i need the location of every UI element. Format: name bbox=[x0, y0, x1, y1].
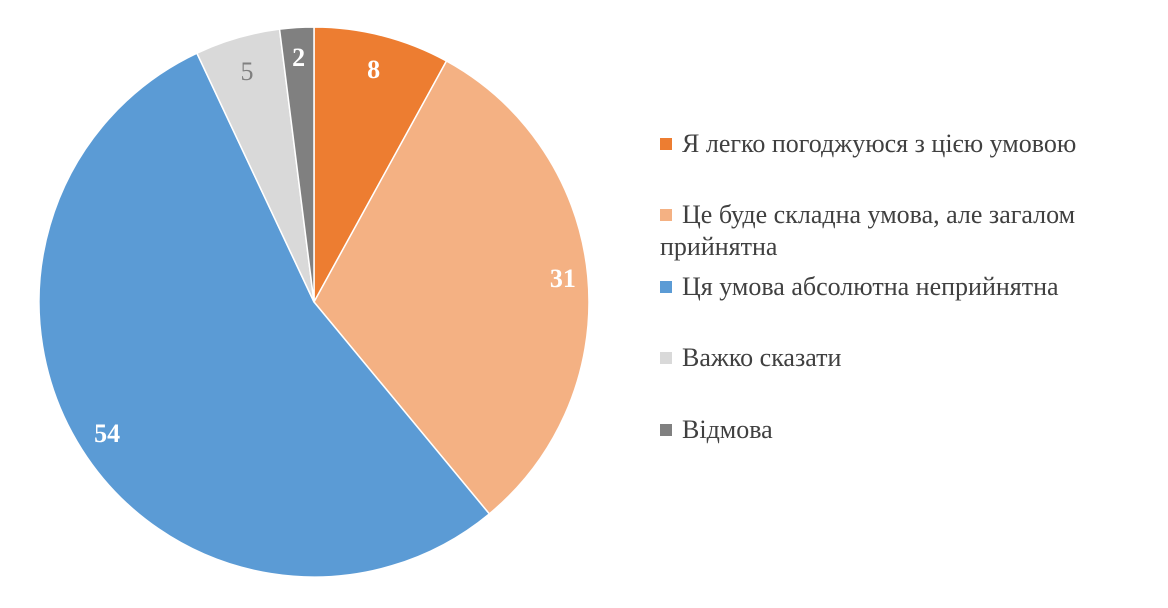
legend-swatch-difficult bbox=[660, 209, 672, 221]
legend-label-difficult: Це буде складна умова, але загалом прийн… bbox=[660, 200, 1076, 261]
legend-swatch-unacceptable bbox=[660, 281, 672, 293]
legend-item-hard-to-say: Важко сказати bbox=[660, 342, 841, 374]
data-label-agree: 8 bbox=[367, 55, 380, 84]
data-label-hard-to-say: 5 bbox=[241, 57, 254, 86]
data-label-unacceptable: 54 bbox=[94, 419, 120, 448]
legend-swatch-agree bbox=[660, 138, 672, 150]
pie-slice-unacceptable bbox=[38, 52, 491, 578]
data-label-refusal: 2 bbox=[292, 43, 305, 72]
legend-swatch-hard-to-say bbox=[660, 352, 672, 364]
pie-chart-plot: 8 31 54 5 2 bbox=[38, 26, 590, 578]
legend-item-difficult: Це буде складна умова, але загалом прийн… bbox=[660, 199, 1140, 263]
legend-label-agree: Я легко погоджуюся з цією умовою bbox=[682, 129, 1077, 158]
data-label-difficult: 31 bbox=[550, 264, 576, 293]
legend-item-unacceptable: Ця умова абсолютна неприйнятна bbox=[660, 271, 1059, 303]
legend-label-unacceptable: Ця умова абсолютна неприйнятна bbox=[682, 272, 1059, 301]
legend-item-agree: Я легко погоджуюся з цією умовою bbox=[660, 128, 1076, 160]
legend-swatch-refusal bbox=[660, 424, 672, 436]
legend-item-refusal: Відмова bbox=[660, 414, 773, 446]
pie-slice-agree bbox=[313, 26, 448, 303]
legend-label-refusal: Відмова bbox=[682, 415, 773, 444]
legend-label-hard-to-say: Важко сказати bbox=[682, 343, 842, 372]
pie-slice-refusal bbox=[278, 26, 315, 303]
pie-slice-difficult bbox=[313, 59, 590, 515]
